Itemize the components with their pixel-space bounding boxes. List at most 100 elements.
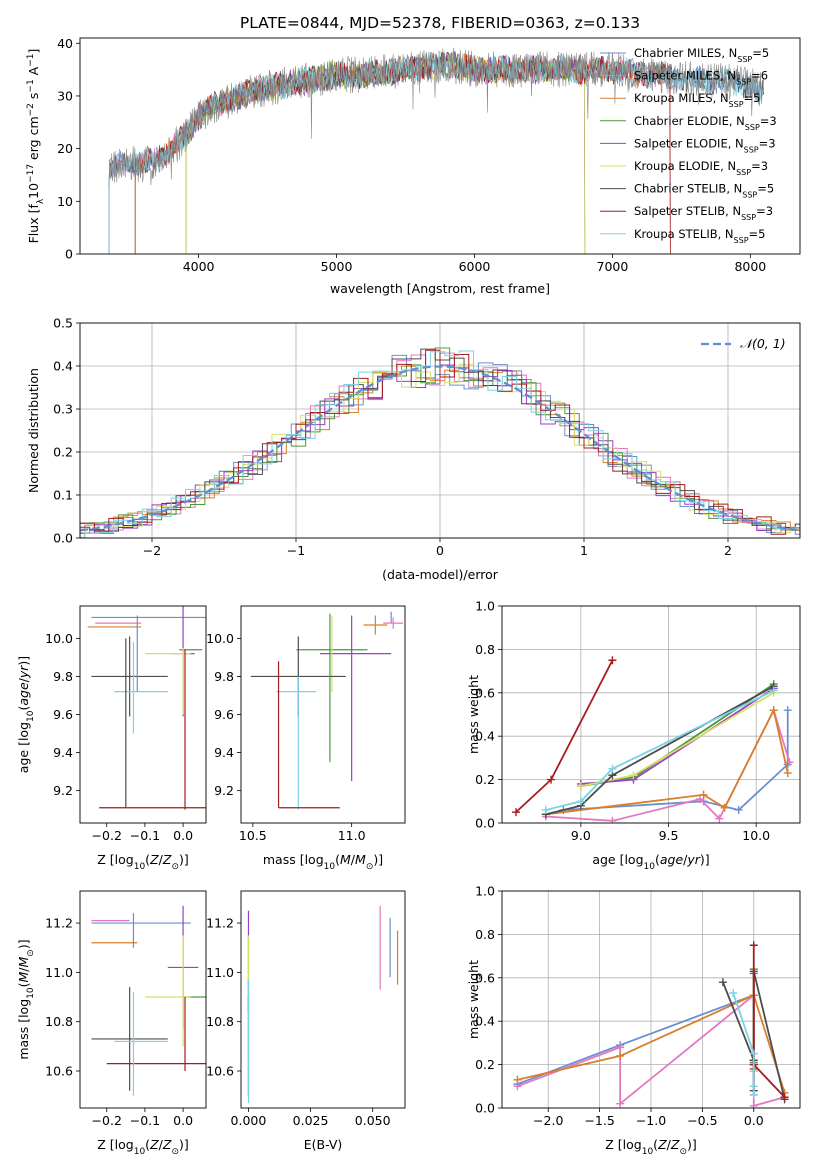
- legend-label-tail: =3: [756, 204, 773, 218]
- x-axis-label-part: yr: [686, 852, 700, 867]
- legend-label-sub: SSP: [741, 213, 756, 222]
- legend-label-text: Salpeter STELIB, N: [634, 204, 741, 218]
- y-tick-label: 9.8: [214, 669, 234, 684]
- x-tick-label: 6000: [459, 259, 491, 274]
- y-axis-label-part: −1: [26, 54, 36, 67]
- axes-frame: [240, 605, 406, 824]
- y-tick-label: 0.8: [475, 927, 495, 942]
- x-axis-label-part: age [log: [592, 852, 643, 867]
- x-axis-label-part: Z: [657, 1137, 667, 1152]
- x-tick-label: 10.0: [742, 828, 770, 843]
- y-tick-label: 0.1: [53, 488, 73, 503]
- y-tick-label: 10.0: [45, 631, 73, 646]
- y-tick-label: 0.2: [475, 1057, 495, 1072]
- legend-label-sub: SSP: [742, 190, 757, 199]
- y-axis-label-part: −2: [26, 103, 36, 116]
- gaussian-curve: [80, 365, 800, 532]
- x-axis-label-part: /: [683, 852, 688, 867]
- x-tick-label: −0.5: [687, 1113, 717, 1128]
- weight-marker: [780, 1093, 789, 1102]
- weight-marker: [512, 808, 521, 817]
- y-tick-label: 10.0: [206, 631, 234, 646]
- x-tick-label: −1.0: [636, 1113, 666, 1128]
- legend-label-tail: =5: [744, 91, 761, 105]
- figure-title: PLATE=0844, MJD=52378, FIBERID=0363, z=0…: [240, 14, 640, 32]
- weight-marker: [749, 1082, 758, 1091]
- y-tick-label: 0.2: [53, 445, 73, 460]
- x-axis-label-part: Z: [162, 1137, 172, 1152]
- weight-marker: [769, 686, 778, 695]
- x-axis-label-part: M: [340, 852, 351, 867]
- axes-frame: [501, 890, 801, 1109]
- legend-label-sub: SSP: [736, 77, 751, 86]
- weight-marker: [576, 782, 585, 791]
- errorbars: [250, 611, 404, 810]
- y-tick-label: 10.8: [45, 1014, 73, 1029]
- x-axis-label-part: 10: [134, 862, 146, 872]
- weight-marker: [749, 941, 758, 950]
- histogram-steps: [80, 348, 800, 532]
- y-tick-label: 0.0: [475, 1101, 495, 1116]
- x-tick-label: 1: [580, 543, 588, 558]
- x-tick-label: 0.0: [173, 828, 193, 843]
- errorbars: [91, 905, 206, 1096]
- x-tick-label: 9.0: [571, 828, 591, 843]
- weight-marker: [749, 1090, 758, 1099]
- x-tick-label: 0.000: [231, 1113, 267, 1128]
- x-tick-label: 5000: [321, 259, 353, 274]
- x-axis-label-part: Z [log: [97, 852, 133, 867]
- weight-marker: [729, 988, 738, 997]
- axes-z_vs_mass: −0.2 −0.1 0.010.610.811.011.2Z [log10(Z/Z⊙…: [16, 890, 207, 1157]
- legend-label-tail: =3: [759, 136, 776, 150]
- weight-marker: [616, 1043, 625, 1052]
- legend-label-text: Salpeter MILES, N: [634, 69, 736, 83]
- y-axis-label-part: M: [16, 956, 31, 967]
- x-axis-label-part: (: [145, 852, 150, 867]
- y-tick-label: 11.0: [45, 965, 73, 980]
- y-axis-label: mass [log10(M/M⊙)]: [16, 939, 36, 1059]
- x-axis-label-part: /: [159, 852, 164, 867]
- weight-line: [545, 685, 775, 816]
- y-axis-label-part: /: [16, 677, 31, 682]
- weight-marker: [616, 1099, 625, 1108]
- y-axis-label-part: ⊙: [26, 949, 36, 957]
- y-tick-label: 0.0: [475, 816, 495, 831]
- weight-marker: [749, 1049, 758, 1058]
- weight-line: [517, 993, 785, 1108]
- legend-label-sub: SSP: [744, 145, 759, 154]
- legend-label-text: Chabrier STELIB, N: [634, 182, 742, 196]
- x-axis-label-part: mass [log: [263, 852, 324, 867]
- weight-marker: [608, 816, 617, 823]
- y-axis-label: mass weight: [466, 675, 481, 754]
- x-tick-label: 10.5: [239, 828, 267, 843]
- legend-label: Kroupa MILES, NSSP=5: [634, 91, 760, 109]
- x-axis-label-part: ⊙: [679, 1147, 687, 1157]
- x-tick-label: −0.1: [130, 828, 160, 843]
- x-tick-label: 11.0: [338, 828, 366, 843]
- x-axis-label-part: ⊙: [171, 862, 179, 872]
- weight-line: [732, 992, 755, 1095]
- y-axis-label-part: 10: [26, 710, 36, 722]
- legend-label-text: Chabrier MILES, N: [634, 46, 737, 60]
- y-axis-label: Normed distribution: [26, 368, 41, 493]
- legend-label-sub: SSP: [745, 122, 760, 131]
- y-tick-label: 0.0: [53, 531, 73, 546]
- x-tick-label: 2: [724, 543, 732, 558]
- x-axis-label-part: )]: [373, 852, 383, 867]
- weight-marker: [783, 769, 792, 778]
- y-tick-label: 9.6: [214, 707, 234, 722]
- legend-label: Kroupa ELODIE, NSSP=3: [634, 159, 768, 177]
- x-tick-label: −2.0: [533, 1113, 563, 1128]
- y-tick-label: 1.0: [475, 599, 495, 614]
- legend-label: Salpeter MILES, NSSP=6: [634, 69, 768, 87]
- weight-marker: [696, 795, 705, 804]
- x-tick-label: 8000: [734, 259, 766, 274]
- legend-label-tail: =5: [752, 46, 769, 60]
- weight-marker: [608, 764, 617, 773]
- spectrum-model-line: [134, 52, 671, 254]
- weight-marker: [608, 656, 617, 665]
- x-tick-label: −2: [143, 543, 161, 558]
- histogram-steps: [80, 350, 800, 538]
- x-axis-label-part: Z: [670, 1137, 680, 1152]
